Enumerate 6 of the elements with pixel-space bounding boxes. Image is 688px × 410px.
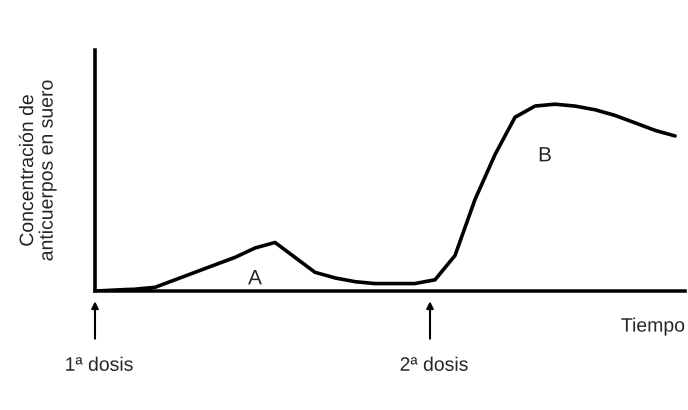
annotation: B (540, 147, 551, 162)
annotation: A (248, 270, 262, 284)
x-axis-title: Tiempo (621, 318, 684, 336)
y-axis-title: Concentración de anticuerpos en suero (18, 80, 57, 260)
text: 1ª dosis (66, 356, 133, 371)
text: 2ª dosis (400, 356, 468, 371)
